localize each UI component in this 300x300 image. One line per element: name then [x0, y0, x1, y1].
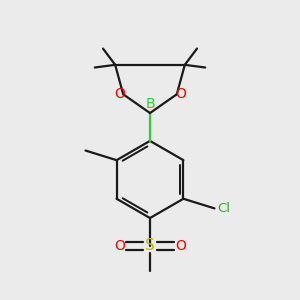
Text: O: O [175, 239, 186, 253]
Text: O: O [114, 87, 125, 101]
Text: S: S [145, 238, 155, 253]
Text: Cl: Cl [217, 202, 230, 215]
Text: B: B [145, 97, 155, 111]
Text: O: O [114, 239, 125, 253]
Text: O: O [175, 87, 186, 101]
